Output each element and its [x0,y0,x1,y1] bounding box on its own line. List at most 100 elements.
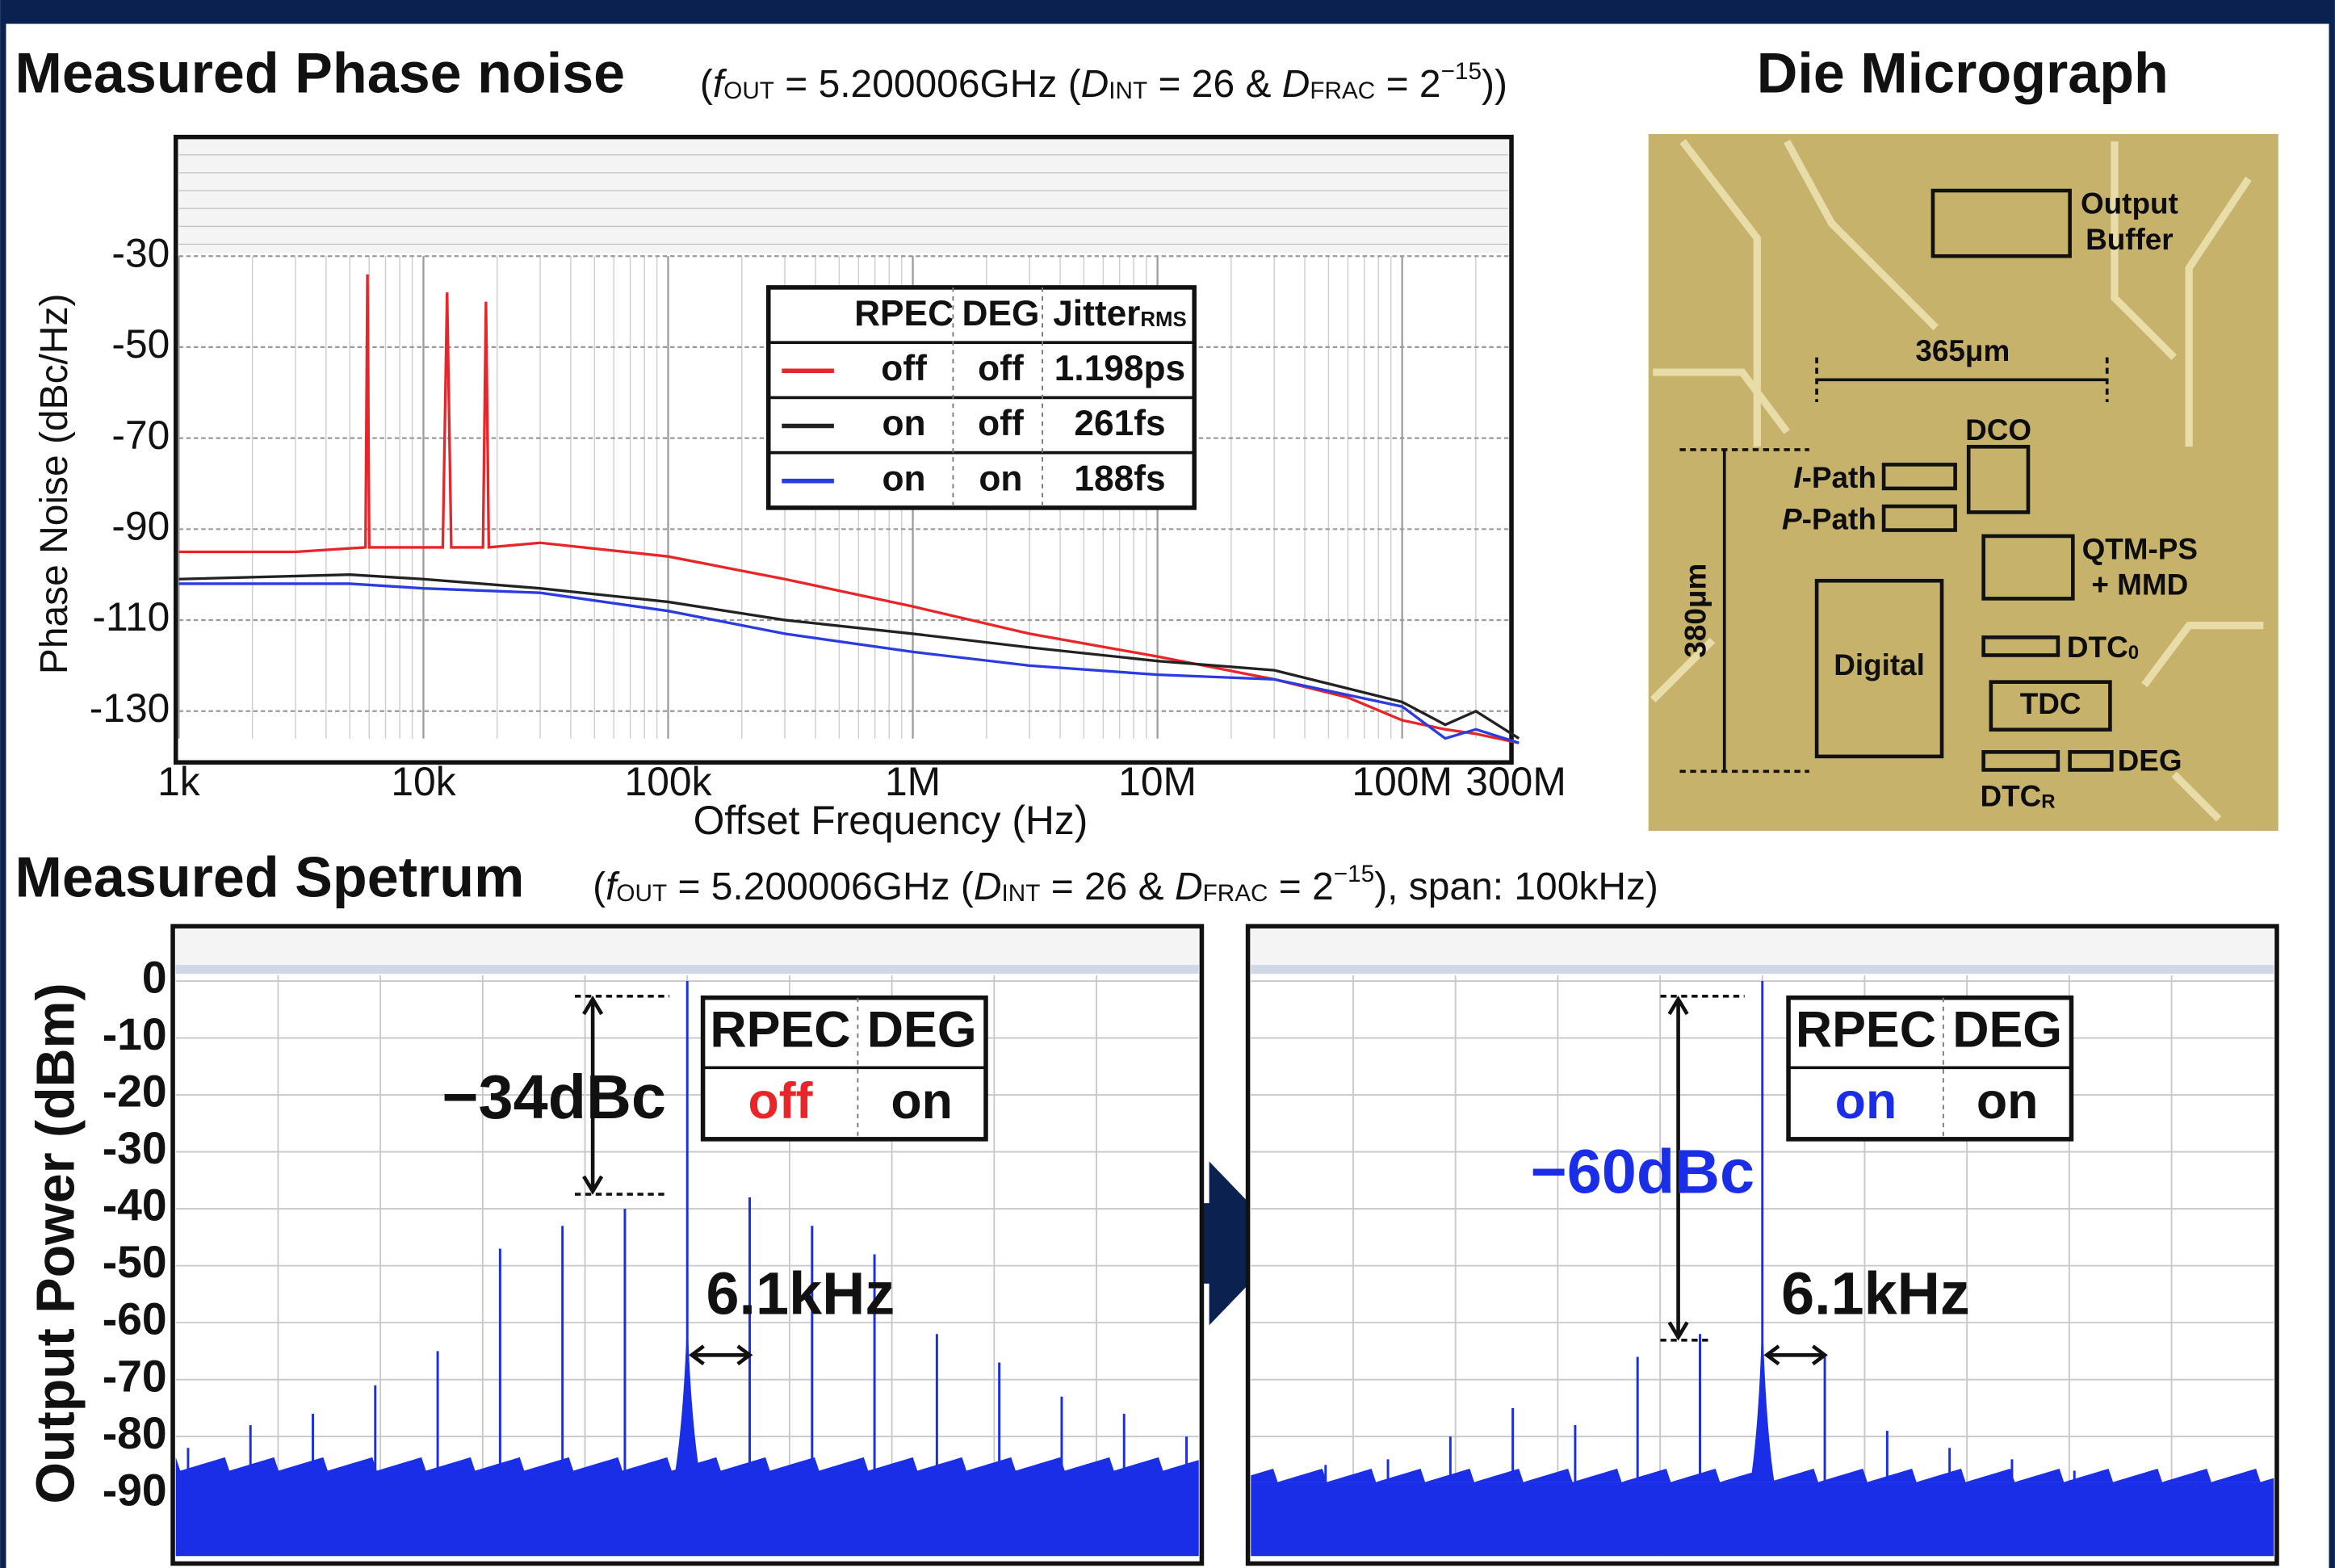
y-tick-label: -90 [103,1465,167,1515]
legend-cell: on [882,404,926,443]
label-text: -Path [1802,461,1876,494]
legend-cell: 261fs [1074,404,1165,443]
noise-texture [175,1457,1199,1471]
analyzer-header-bar [1251,965,2274,975]
spacing-label: 6.1kHz [706,1260,895,1327]
micrograph-label: Output [2081,187,2178,220]
label-sub: 0 [2128,642,2139,664]
legend-header-text: Jitter [1053,294,1140,333]
micrograph-label: + MMD [2091,568,2188,601]
micrograph-label: DTCR [1981,779,2056,813]
label-text: Digital [1834,648,1925,681]
dbc-arrow [1667,996,1689,1341]
subtitle-part: −15 [1334,861,1374,887]
subtitle-part: D [1175,866,1203,908]
y-tick-label: -10 [103,1009,167,1059]
y-tick-label: -110 [92,594,170,639]
y-tick-label: -30 [111,230,170,275]
subtitle-part: = 5.200006GHz ( [774,63,1081,106]
label-text: DEG [2118,744,2182,777]
subtitle-part: FRAC [1203,880,1268,907]
subtitle-part: INT [1002,880,1041,907]
x-tick-label: 100M [1352,759,1453,804]
y-tick-label: 0 [142,953,167,1003]
label-text: Output [2081,187,2178,220]
y-tick-label: -130 [90,685,170,731]
phase-noise-line [178,582,1520,744]
label-text: 365μm [1915,334,2010,367]
chart-title: Measured Phase noise [15,41,626,104]
subtitle-part: = 2 [1268,866,1333,908]
y-tick-label: -30 [103,1123,167,1173]
subtitle-part: OUT [616,880,667,907]
carrier-skirt [675,1311,699,1471]
label-text: -Path [1802,502,1876,535]
analyzer-header-bar [175,965,1199,975]
analyzer-header [178,140,1509,254]
die-blocks [1814,188,2114,772]
y-tick-label: -70 [111,413,170,458]
y-tick-label: -50 [103,1237,167,1287]
legend-cell: on [979,459,1022,498]
micrograph-label: DEG [2118,744,2182,777]
table-header: RPEC [1796,1001,1936,1058]
noise-floor [1251,1482,2274,1557]
y-tick-label: -60 [103,1294,167,1344]
spacing-arrow [1763,1344,1828,1366]
subtitle-part: = 5.200006GHz ( [667,866,974,908]
legend-cell: 1.198ps [1054,349,1185,388]
dbc-label: −60dBc [1530,1137,1754,1206]
label-sub: R [2041,791,2055,813]
spacing-arrow [688,1344,753,1366]
legend-header-text: DEG [962,294,1039,333]
table-cell: off [748,1073,812,1130]
subtitle-part: D [974,866,1002,908]
subtitle-part: INT [1109,78,1147,104]
micrograph-label: TDC [2020,687,2081,720]
subtitle: (fOUT = 5.200006GHz (DINT = 26 & DFRAC =… [700,58,1507,105]
x-tick-label: 10k [391,759,455,804]
legend-cell: 188fs [1074,459,1165,498]
y-tick-label: -70 [103,1351,167,1401]
phase-noise-line [178,573,1520,740]
micrograph-label: DCO [1965,413,2031,447]
legend-header: DEG [962,294,1039,333]
legend-cell: off [881,349,927,388]
y-tick-label: -90 [111,503,170,548]
subtitle-part: = 2 [1375,63,1440,106]
label-text: QTM-PS [2082,532,2198,565]
die-image [1648,133,2278,832]
micrograph-label: I-Path [1793,461,1876,494]
label-italic: P [1782,502,1802,535]
legend-header: JitterRMS [1053,294,1187,333]
legend-header: RPEC [854,294,954,333]
legend-header-text: RPEC [854,294,954,333]
subtitle-part: D [1282,63,1310,106]
y-tick-label: -20 [103,1067,167,1117]
micrograph-label: P-Path [1782,502,1876,535]
table-cell: on [1977,1073,2039,1130]
label-text: DTC [2067,631,2128,664]
dbc-label: −34dBc [442,1063,666,1132]
legend-header-sub: RMS [1140,308,1186,331]
die-wires [1650,139,2264,822]
arrow [1161,1161,1289,1326]
x-tick-label: 10M [1118,759,1197,804]
x-tick-label: 1k [157,759,200,804]
legend-cell: on [882,459,926,498]
micrograph-label: Buffer [2086,223,2174,256]
x-axis-label: Offset Frequency (Hz) [694,798,1088,843]
x-tick-label: 1M [885,759,941,804]
label-text: Buffer [2086,223,2174,256]
micrograph: Die Micrograph [1648,41,2278,832]
subtitle-part: = 26 & [1147,63,1282,106]
table-cell: on [1835,1073,1897,1130]
subtitle-part: = 26 & [1040,866,1175,908]
subtitle-part: D [1081,63,1109,106]
subtitle-part: −15 [1441,58,1482,85]
legend-cell: off [978,404,1024,443]
table-header: RPEC [710,1001,850,1058]
spacing-label: 6.1kHz [1781,1260,1970,1327]
x-tick-label: 300M [1465,759,1566,804]
micrograph-label: DTC0 [2067,631,2139,665]
